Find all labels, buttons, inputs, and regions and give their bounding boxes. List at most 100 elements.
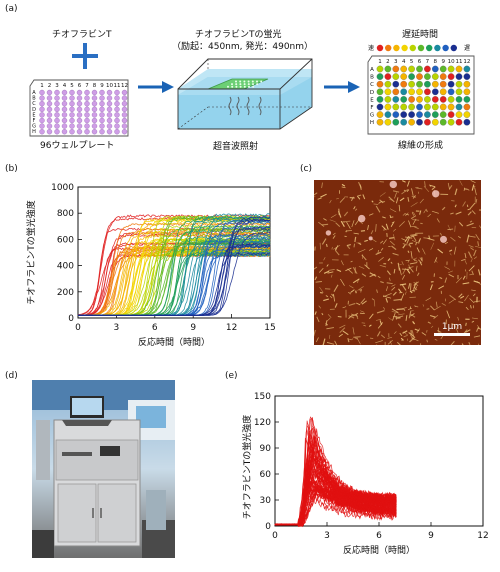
fiber-mark	[412, 258, 416, 262]
fiber-mark	[410, 313, 415, 317]
fiber-mark	[439, 232, 443, 236]
plate-well	[400, 80, 408, 88]
fiber-mark	[470, 258, 473, 263]
fiber-mark	[423, 208, 427, 214]
fiber-mark	[461, 258, 466, 262]
plate-caption: 96ウェルプレート	[40, 141, 115, 151]
fiber-mark	[462, 201, 466, 207]
fiber-mark	[479, 225, 481, 229]
x-tick-label: 12	[226, 323, 237, 333]
fiber-mark	[360, 298, 366, 304]
fiber-mark	[332, 232, 336, 236]
plate-well	[91, 129, 98, 135]
plate-well	[91, 117, 98, 124]
plate-column-label: 4	[402, 59, 406, 65]
fiber-mark	[364, 239, 368, 242]
plate-well	[84, 129, 90, 135]
fluorescence-wavelengths: （励起：450nm, 発光：490nm）	[172, 42, 314, 52]
fiber-mark	[414, 328, 420, 332]
fiber-mark	[376, 331, 381, 337]
fiber-mark	[429, 184, 436, 188]
fiber-mark	[354, 337, 358, 340]
fiber-mark	[345, 267, 352, 272]
plate-well	[121, 117, 128, 124]
plate-column-label: 3	[394, 59, 398, 65]
fiber-mark	[470, 305, 472, 309]
fiber-mark	[397, 323, 402, 328]
plate-well	[69, 112, 75, 118]
fiber-mark	[428, 235, 431, 240]
plate-well	[114, 123, 120, 129]
plate-well	[455, 111, 463, 118]
fiber-mark	[353, 243, 356, 248]
fiber-mark	[321, 182, 323, 189]
fiber-mark	[334, 340, 338, 345]
plate-well	[424, 88, 431, 96]
plate-well	[439, 118, 447, 126]
fiber-mark	[438, 285, 445, 290]
fiber-mark	[402, 243, 408, 246]
fiber-mark	[419, 257, 423, 262]
fiber-mark	[415, 265, 418, 272]
plate-well	[424, 118, 431, 126]
fiber-mark	[461, 343, 464, 345]
fluorescence-title: チオフラビンTの蛍光	[195, 30, 282, 40]
plate-well	[408, 65, 415, 73]
plate-column-label: 10	[448, 59, 455, 65]
green-plate-well	[252, 85, 255, 88]
fiber-mark	[433, 305, 441, 311]
plate-well	[114, 95, 120, 101]
plate-well	[447, 103, 455, 111]
fiber-mark	[418, 238, 422, 243]
y-tick-label: 1000	[51, 183, 74, 193]
fiber-mark	[339, 327, 346, 333]
fiber-mark	[377, 275, 381, 279]
green-plate-well	[251, 80, 254, 83]
fiber-mark	[476, 280, 481, 286]
fiber-mark	[375, 340, 383, 344]
fiber-mark	[331, 246, 333, 250]
fiber-mark	[448, 270, 453, 273]
plate-well	[76, 106, 83, 112]
lag-time-plate-diagram: 速遅1 2 3 4 5 6 7 8 9 10 11 12ABCDEFGH	[367, 44, 475, 135]
fiber-mark	[468, 341, 471, 345]
plate-well	[439, 80, 447, 88]
fiber-mark	[325, 320, 328, 327]
fiber-mark	[314, 329, 316, 337]
plate-well	[376, 96, 384, 103]
fiber-mark	[437, 248, 444, 254]
plate-well	[46, 123, 53, 129]
fiber-mark	[391, 308, 399, 314]
fiber-mark	[411, 195, 417, 198]
fiber-mark	[393, 298, 402, 301]
fiber-mark	[413, 281, 419, 287]
fiber-mark	[368, 324, 372, 327]
fiber-mark	[467, 251, 473, 259]
plate-row-label: C	[370, 82, 374, 88]
plate-well	[76, 129, 83, 135]
plate-well	[69, 89, 75, 96]
fiber-mark	[400, 337, 404, 341]
fiber-mark	[387, 339, 393, 345]
ultrasonic-caption: 超音波照射	[213, 142, 259, 152]
fiber-mark	[477, 327, 481, 330]
fiber-mark	[329, 219, 336, 223]
fiber-mark	[369, 272, 377, 277]
fiber-mark	[467, 208, 471, 211]
plate-well	[408, 73, 415, 80]
plate-well	[447, 96, 455, 103]
plate-well	[376, 88, 384, 96]
fiber-mark	[414, 305, 417, 307]
x-tick-label: 9	[428, 531, 434, 541]
fiber-mark	[353, 232, 359, 235]
fiber-mark	[447, 182, 450, 190]
fiber-mark	[431, 186, 436, 190]
fiber-mark	[468, 235, 476, 238]
panel-b-label: (b)	[5, 164, 18, 174]
fiber-mark	[389, 208, 397, 213]
plate-column-label: 12	[121, 83, 128, 89]
fiber-mark	[350, 289, 355, 293]
legend-swatch	[450, 44, 457, 52]
fiber-mark	[348, 315, 355, 319]
fiber-mark	[342, 306, 347, 309]
